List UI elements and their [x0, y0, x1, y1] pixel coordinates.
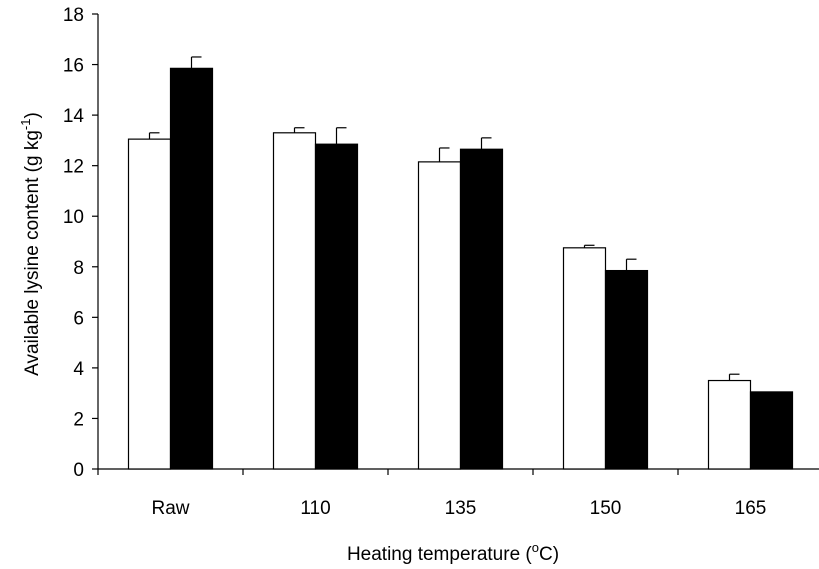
- y-axis: 0 2 4 6 8 10 12 14 16 18: [63, 5, 99, 481]
- y-tick-label: 12: [63, 157, 84, 178]
- bar: [127, 138, 172, 470]
- x-tick-label: Raw: [151, 498, 189, 519]
- bar: [707, 379, 752, 470]
- y-tick-label: 4: [73, 359, 84, 380]
- x-axis-title: Heating temperature (oC): [347, 540, 559, 565]
- x-tick-label: 110: [300, 498, 330, 519]
- x-tick-label: 150: [590, 498, 622, 519]
- bar: [169, 67, 214, 470]
- error-bars: [148, 56, 740, 381]
- y-tick-label: 10: [63, 207, 84, 228]
- bar: [604, 269, 649, 470]
- x-tick-label: 135: [445, 498, 477, 519]
- bar: [459, 148, 504, 470]
- y-tick-label: 18: [63, 5, 84, 26]
- bars: [127, 67, 794, 470]
- bar: [417, 161, 462, 470]
- x-tick-label: 165: [735, 498, 767, 519]
- y-tick-label: 2: [73, 409, 84, 430]
- y-tick-label: 0: [73, 460, 84, 481]
- bar: [562, 247, 607, 470]
- y-tick-label: 8: [73, 258, 84, 279]
- bar: [272, 132, 317, 470]
- bar: [314, 143, 359, 470]
- y-axis-title: Available lysine content (g kg-1): [18, 112, 43, 376]
- x-axis: Raw 110 135 150 165: [97, 468, 819, 519]
- y-tick-label: 16: [63, 56, 84, 77]
- bar: [749, 391, 794, 470]
- y-tick-label: 6: [73, 308, 84, 329]
- y-tick-label: 14: [63, 106, 85, 127]
